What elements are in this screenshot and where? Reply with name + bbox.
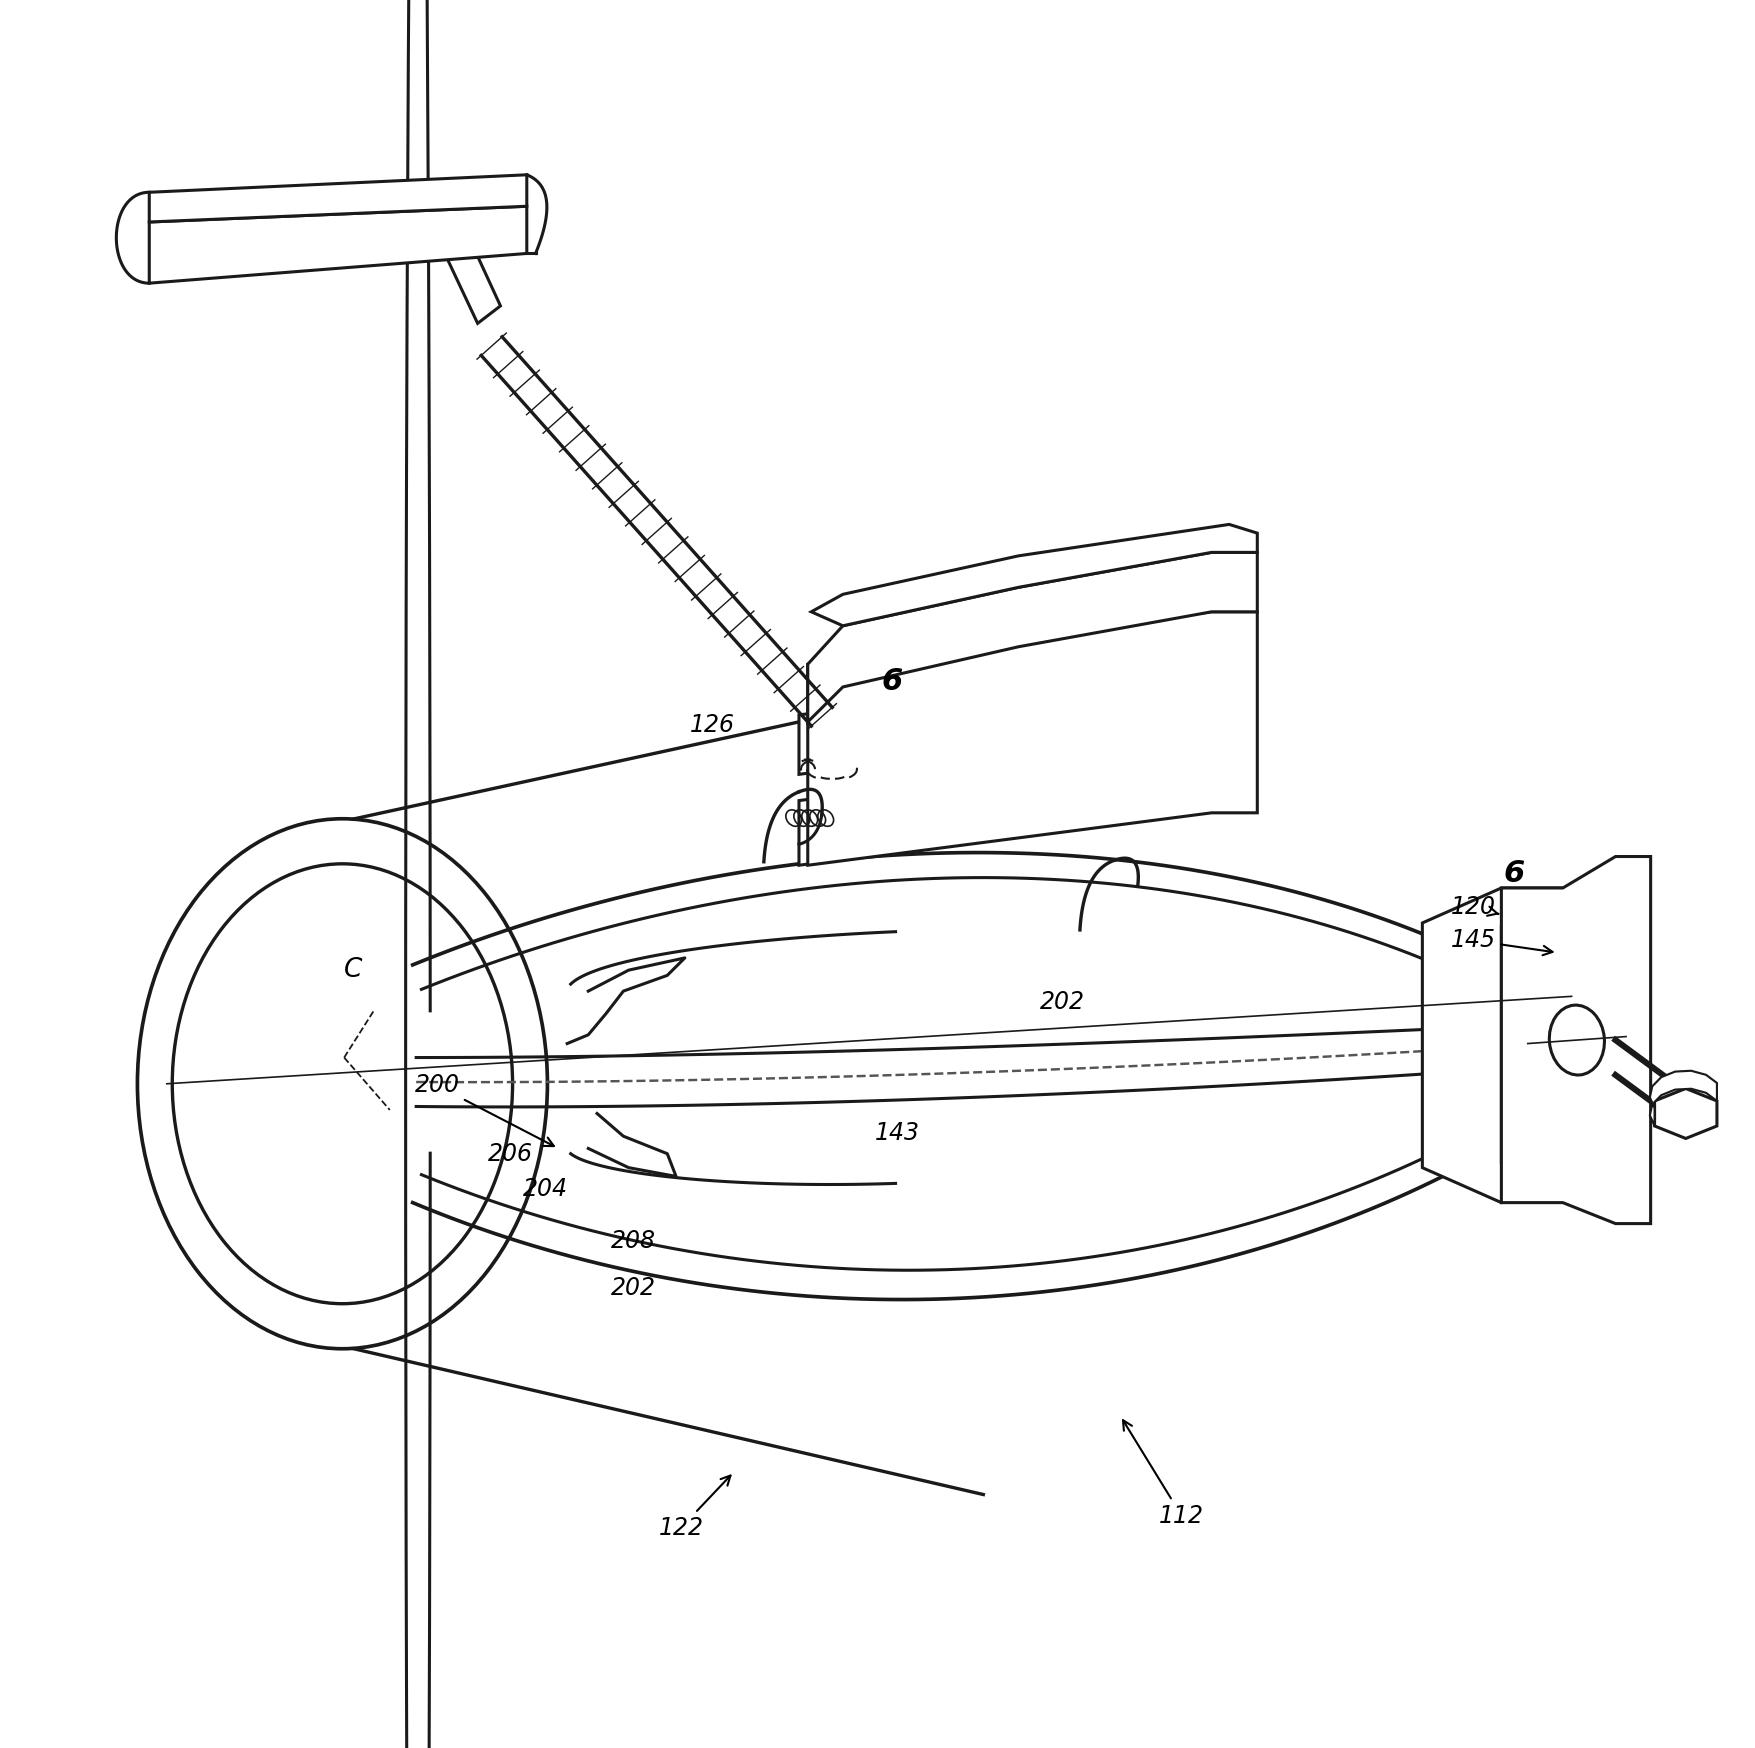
Ellipse shape xyxy=(172,864,512,1304)
Text: 208: 208 xyxy=(611,1229,656,1253)
Ellipse shape xyxy=(1548,1005,1604,1075)
Polygon shape xyxy=(807,552,1257,722)
Text: 202: 202 xyxy=(1039,989,1085,1014)
Polygon shape xyxy=(149,175,526,222)
Polygon shape xyxy=(807,612,1257,865)
Polygon shape xyxy=(1501,857,1650,1224)
Text: 112: 112 xyxy=(1123,1419,1204,1528)
Polygon shape xyxy=(1650,1072,1716,1126)
Text: 6: 6 xyxy=(1502,860,1523,888)
Text: 126: 126 xyxy=(690,713,735,738)
Text: 143: 143 xyxy=(874,1120,920,1145)
Text: 6: 6 xyxy=(881,668,902,696)
Polygon shape xyxy=(439,222,500,323)
Polygon shape xyxy=(1653,1089,1716,1138)
Polygon shape xyxy=(1422,888,1615,1203)
Polygon shape xyxy=(799,633,1246,774)
Polygon shape xyxy=(799,717,1246,865)
Text: 204: 204 xyxy=(523,1176,569,1201)
Text: 206: 206 xyxy=(488,1141,534,1166)
Text: 202: 202 xyxy=(611,1276,656,1301)
Polygon shape xyxy=(811,524,1257,626)
Text: 200: 200 xyxy=(414,1073,553,1147)
Polygon shape xyxy=(149,206,526,283)
Text: 120: 120 xyxy=(1450,895,1497,919)
Ellipse shape xyxy=(137,818,548,1349)
Text: 122: 122 xyxy=(658,1475,730,1540)
Text: C: C xyxy=(344,958,362,982)
Text: 145: 145 xyxy=(1450,928,1551,954)
